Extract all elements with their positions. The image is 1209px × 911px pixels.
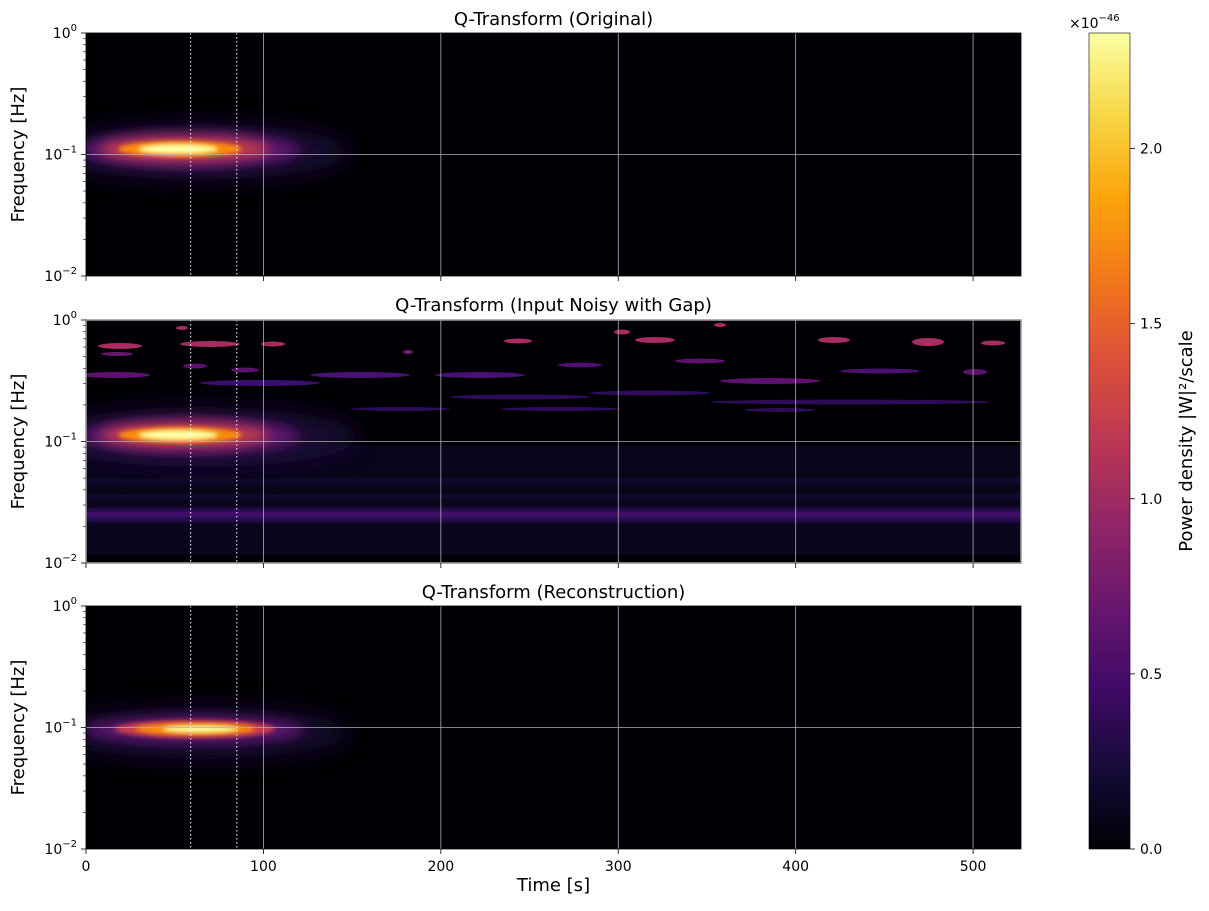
panel-reconstruction: Q-Transform (Reconstruction) Frequency […	[8, 582, 1022, 896]
colorbar-multiplier-exponent: −46	[1099, 13, 1120, 24]
original-y-tick-label: 10−2	[44, 266, 77, 285]
panel-noisy: Q-Transform (Input Noisy with Gap) Frequ…	[8, 295, 1022, 564]
colorbar-multiplier-base: ×10	[1069, 16, 1099, 32]
colorbar-label: Power density |W|²/scale	[1176, 330, 1197, 551]
colorbar-tick-label: 0.0	[1140, 842, 1162, 858]
reconstruction-x-tick-label: 0	[82, 859, 91, 875]
reconstruction-x-tick-label: 300	[605, 859, 632, 875]
noisy-y-tick-label: 10−1	[44, 432, 77, 451]
panel-noisy-gap-markers	[190, 320, 238, 563]
noisy-y-tick-label: 10−2	[44, 553, 77, 572]
colorbar-multiplier: ×10−46	[1069, 13, 1120, 32]
colorbar: 0.0 0.5 1.0 1.5 2.0 ×10−46 Power density |W|…	[1069, 13, 1197, 858]
colorbar-tick-label: 1.5	[1140, 317, 1162, 333]
panel-original-grid	[86, 33, 1021, 276]
panel-noisy-heatmap	[86, 323, 1021, 555]
panel-noisy-title: Q-Transform (Input Noisy with Gap)	[395, 295, 712, 316]
reconstruction-y-tick-label: 100	[53, 596, 77, 615]
panel-reconstruction-title: Q-Transform (Reconstruction)	[422, 582, 686, 603]
panel-reconstruction-heatmap	[86, 707, 350, 759]
reconstruction-x-tick-label: 500	[960, 859, 987, 875]
original-y-tick-label: 10−1	[44, 145, 77, 164]
reconstruction-x-tick-label: 100	[250, 859, 277, 875]
reconstruction-x-tick-label: 400	[782, 859, 809, 875]
panel-reconstruction-gap-markers	[190, 606, 238, 849]
panel-reconstruction-ylabel: Frequency [Hz]	[8, 660, 29, 796]
axes-ticks: 10−2 10−1 100 10−2 10−1 100 0 100 200 300 400 500 10…	[44, 23, 986, 875]
panel-noisy-ylabel: Frequency [Hz]	[8, 374, 29, 510]
noise-patches	[86, 323, 1005, 412]
panel-original-gap-markers	[190, 33, 238, 276]
colorbar-gradient	[1088, 32, 1131, 850]
colorbar-tick-label: 2.0	[1140, 142, 1162, 158]
panel-original: Q-Transform (Original) Frequency [Hz]	[8, 9, 1022, 277]
panel-original-heatmap	[86, 124, 350, 180]
colorbar-tick-label: 1.0	[1140, 492, 1162, 508]
x-axis-label: Time [s]	[516, 875, 590, 896]
colorbar-ticks: 0.0 0.5 1.0 1.5 2.0	[1130, 142, 1162, 858]
noisy-y-tick-label: 100	[53, 310, 77, 329]
panel-reconstruction-grid	[86, 606, 1021, 849]
reconstruction-y-tick-label: 10−2	[44, 839, 77, 858]
panel-original-ylabel: Frequency [Hz]	[8, 87, 29, 223]
original-y-tick-label: 100	[53, 23, 77, 42]
panel-original-title: Q-Transform (Original)	[454, 9, 653, 30]
colorbar-tick-label: 0.5	[1140, 667, 1162, 683]
panel-noisy-grid	[86, 320, 1021, 563]
reconstruction-x-tick-label: 200	[427, 859, 454, 875]
reconstruction-y-tick-label: 10−1	[44, 718, 77, 737]
